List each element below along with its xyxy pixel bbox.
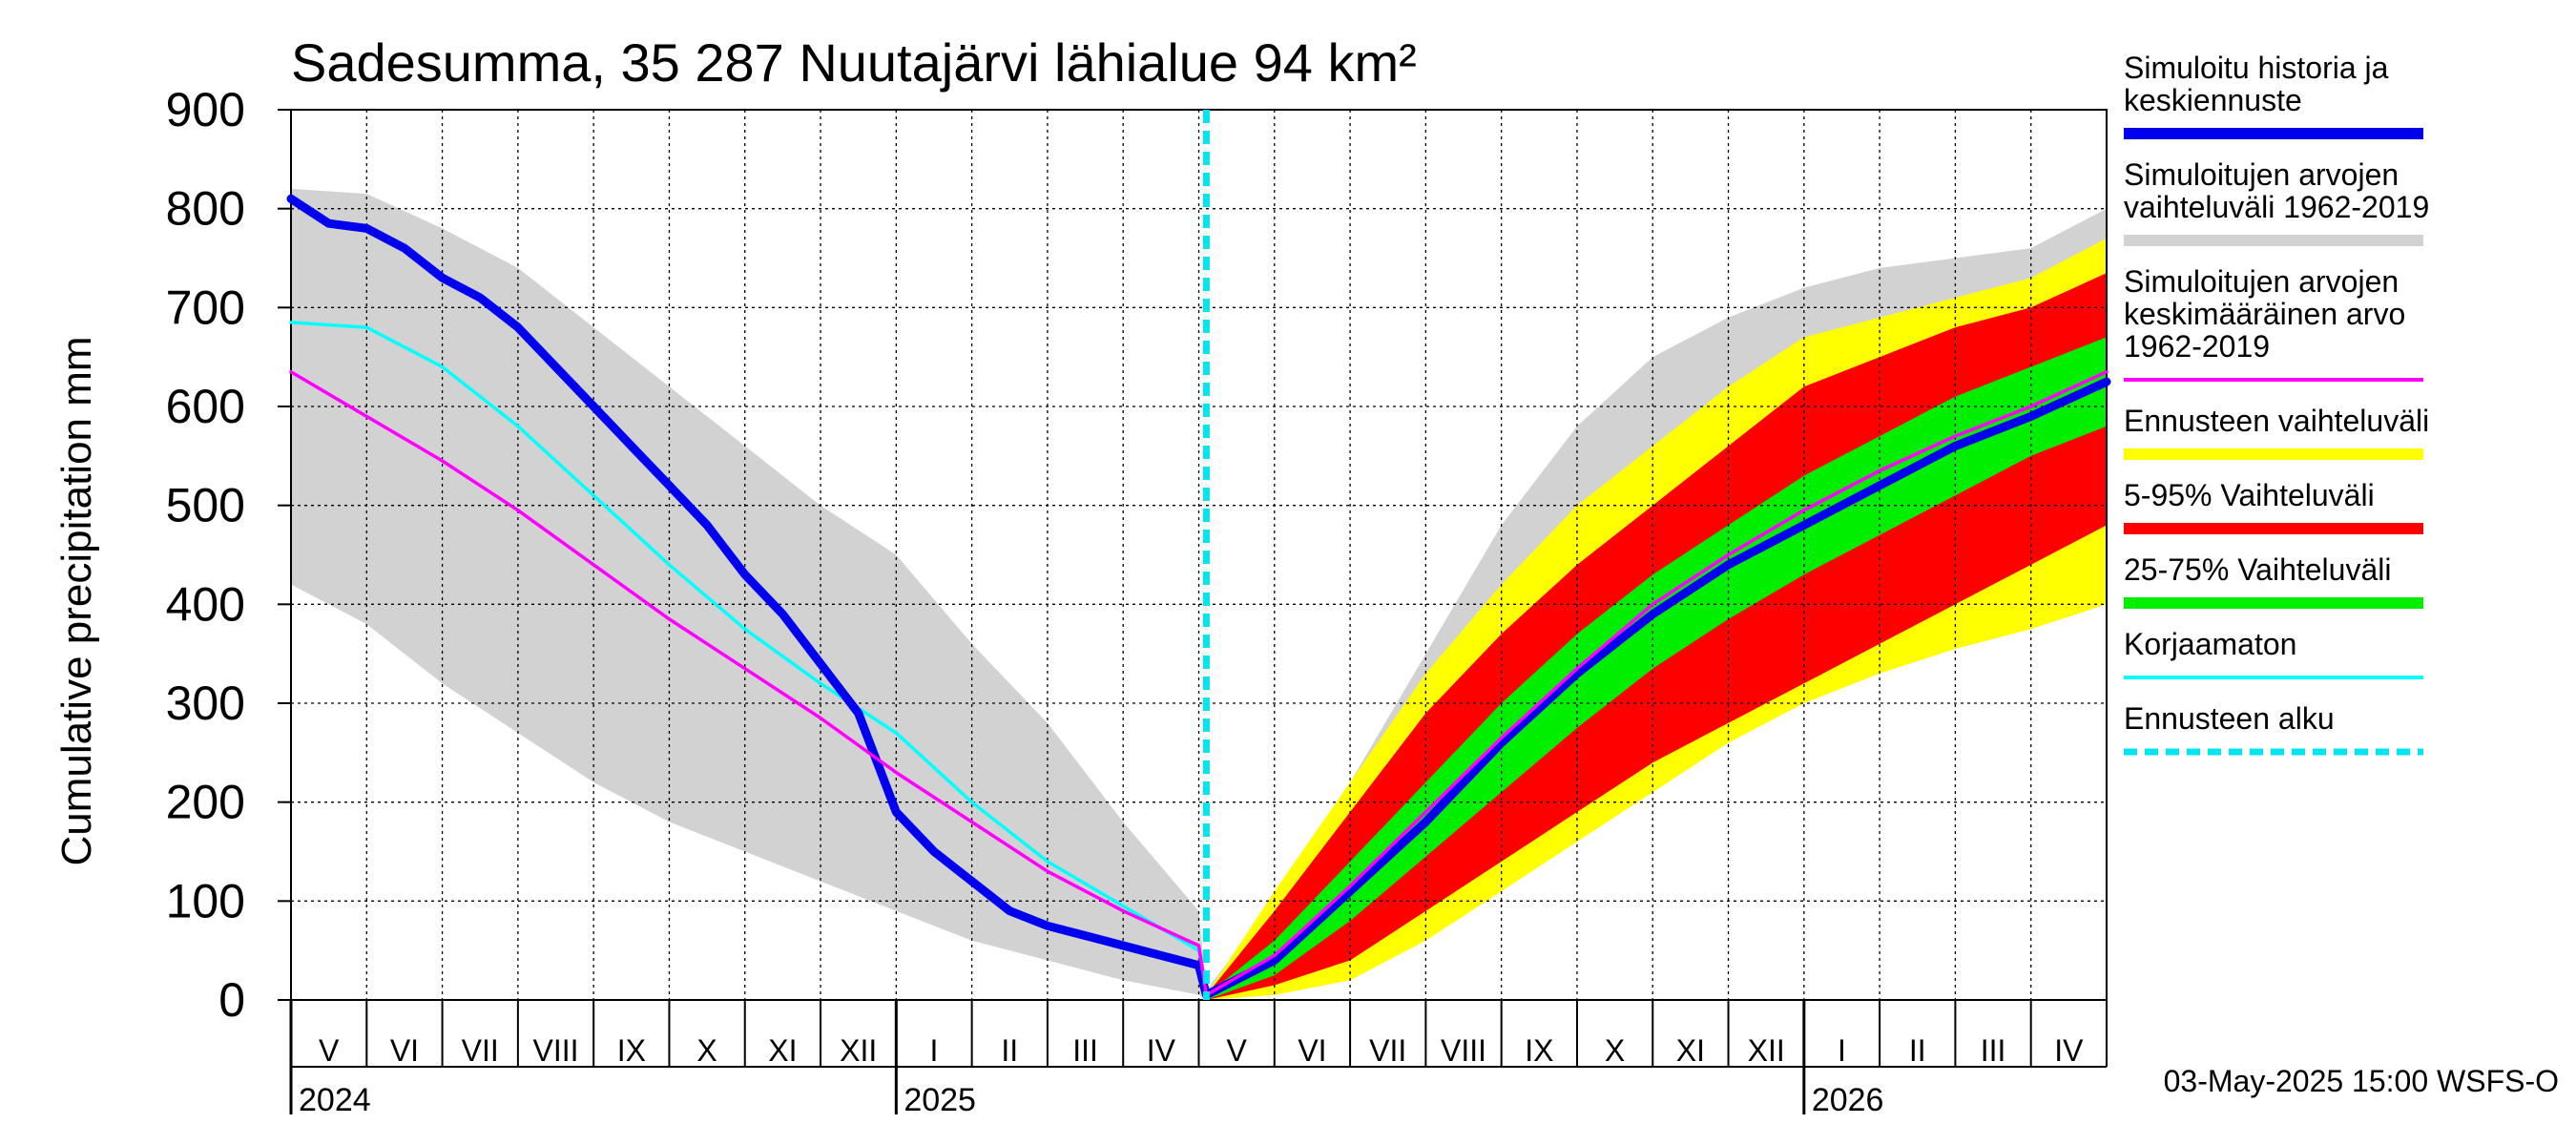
y-tick-label: 600 — [166, 380, 245, 433]
month-label: XI — [1676, 1033, 1705, 1068]
month-label: IV — [2054, 1033, 2084, 1068]
y-tick-label: 0 — [218, 973, 245, 1027]
simulated-line — [286, 194, 2111, 1000]
legend-entry-label: Korjaamaton — [2124, 627, 2296, 661]
x-axis: V VI VII VIII IX X XI XII I II III IV V VI VII VIII IX X X… — [289, 1000, 2108, 1118]
y-ticks: 0 100 200 300 400 500 600 700 800 900 — [166, 83, 291, 1027]
month-label: V — [1226, 1033, 1247, 1068]
month-label: IX — [617, 1033, 646, 1068]
legend-entry-label: Ennusteen vaihteluväli — [2124, 404, 2429, 438]
legend-entry-label: keskiennuste — [2124, 83, 2302, 117]
month-label: I — [930, 1033, 939, 1068]
uncorrected-line — [289, 321, 1209, 992]
y-tick-label: 100 — [166, 874, 245, 927]
y-tick-label: 200 — [166, 776, 245, 829]
month-label: VIII — [1441, 1033, 1486, 1068]
month-label: III — [1072, 1033, 1098, 1068]
month-label: VII — [1369, 1033, 1406, 1068]
month-label: X — [1605, 1033, 1625, 1068]
legend-entry-label: Simuloitujen arvojen — [2124, 157, 2399, 192]
y-tick-label: 800 — [166, 182, 245, 236]
chart-title: Sadesumma, 35 287 Nuutajärvi lähialue 94… — [291, 32, 1417, 93]
month-label: IV — [1147, 1033, 1176, 1068]
plot-lines — [286, 110, 2111, 1000]
month-label: XII — [840, 1033, 877, 1068]
month-label: VI — [390, 1033, 419, 1068]
legend-entry-label: Simuloitu historia ja — [2124, 51, 2389, 85]
month-label: VII — [462, 1033, 499, 1068]
p25-75-band — [1206, 337, 2107, 1000]
year-label: 2026 — [1812, 1082, 1884, 1118]
legend-entry-label: Simuloitujen arvojen — [2124, 264, 2399, 299]
month-label: VIII — [533, 1033, 579, 1068]
timestamp: 03-May-2025 15:00 WSFS-O — [2164, 1064, 2559, 1098]
month-label: II — [1909, 1033, 1926, 1068]
legend-entry-label: 5-95% Vaihteluväli — [2124, 478, 2375, 512]
month-label: XII — [1748, 1033, 1785, 1068]
month-label: III — [1981, 1033, 2006, 1068]
month-label: XI — [768, 1033, 797, 1068]
year-label: 2024 — [299, 1082, 371, 1118]
legend-entry-label: keskimääräinen arvo — [2124, 297, 2405, 331]
legend-entry-label: 25-75% Vaihteluväli — [2124, 552, 2391, 587]
legend-entry-label: vaihteluväli 1962-2019 — [2124, 190, 2429, 224]
legend-entry-label: Ennusteen alku — [2124, 701, 2335, 736]
y-tick-label: 500 — [166, 479, 245, 532]
month-label: I — [1838, 1033, 1846, 1068]
y-tick-label: 900 — [166, 83, 245, 136]
y-tick-label: 700 — [166, 281, 245, 334]
y-axis-label: Cumulative precipitation mm — [53, 336, 100, 865]
month-label: VI — [1298, 1033, 1326, 1068]
month-label: V — [319, 1033, 340, 1068]
y-tick-label: 400 — [166, 577, 245, 631]
month-label: X — [696, 1033, 717, 1068]
historical-mean-line — [289, 369, 2109, 997]
month-label: IX — [1525, 1033, 1553, 1068]
month-label: II — [1001, 1033, 1018, 1068]
y-tick-label: 300 — [166, 677, 245, 730]
year-label: 2025 — [904, 1082, 976, 1118]
legend-entry-label: 1962-2019 — [2124, 329, 2270, 364]
